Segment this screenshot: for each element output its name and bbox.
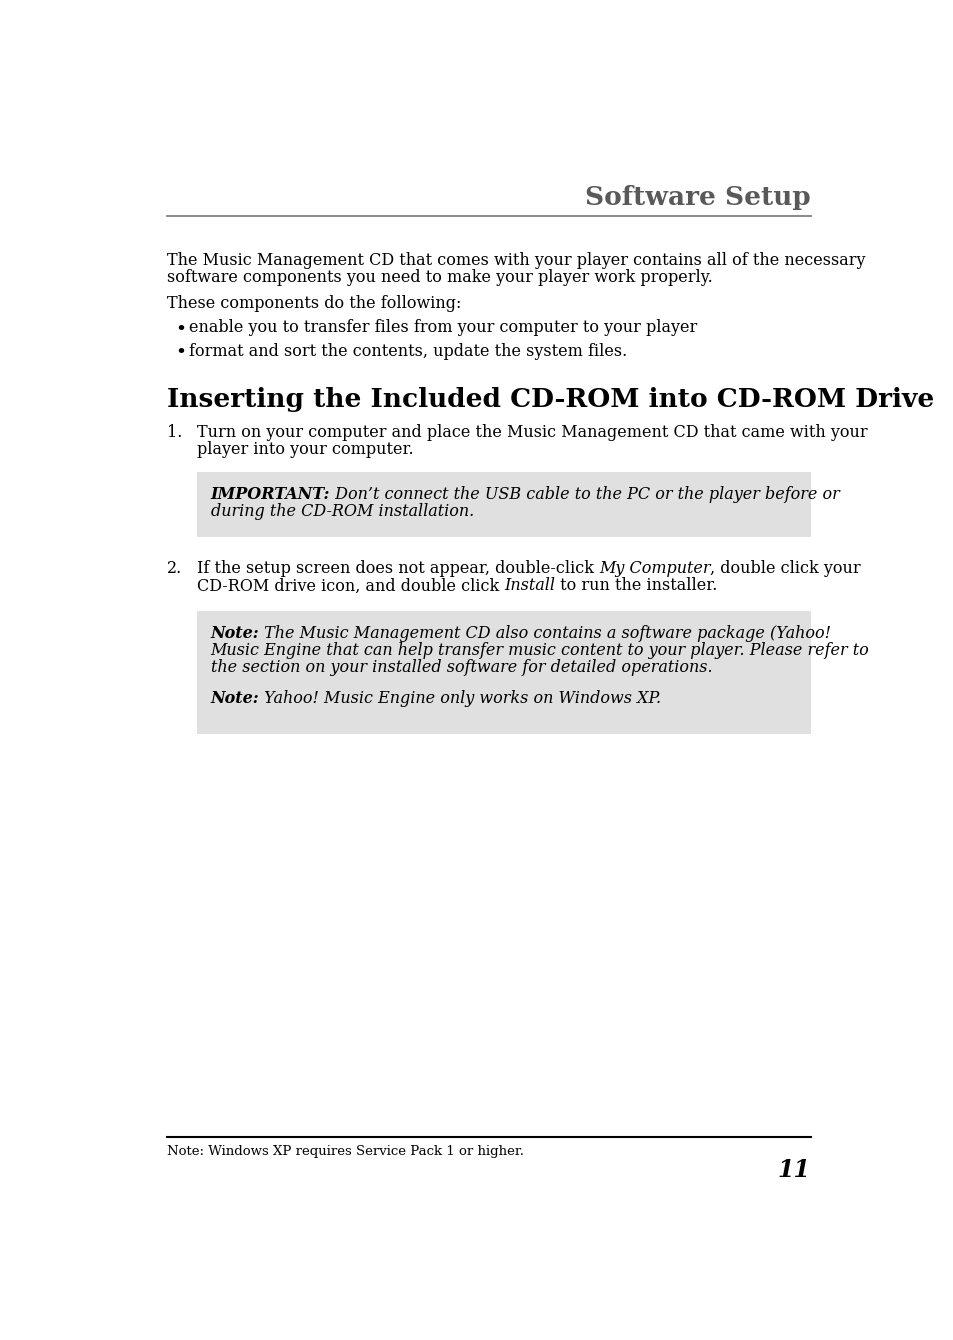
Text: IMPORTANT:: IMPORTANT: <box>211 485 330 502</box>
Text: Music Engine that can help transfer music content to your player. Please refer t: Music Engine that can help transfer musi… <box>211 642 868 659</box>
Text: , double click your: , double click your <box>710 560 861 578</box>
Text: enable you to transfer files from your computer to your player: enable you to transfer files from your c… <box>189 319 697 336</box>
Text: Inserting the Included CD-ROM into CD-ROM Drive: Inserting the Included CD-ROM into CD-RO… <box>167 387 934 413</box>
Text: software components you need to make your player work properly.: software components you need to make you… <box>167 268 712 285</box>
Text: Note: Windows XP requires Service Pack 1 or higher.: Note: Windows XP requires Service Pack 1… <box>167 1144 524 1158</box>
Text: Turn on your computer and place the Music Management CD that came with your: Turn on your computer and place the Musi… <box>196 425 866 441</box>
Text: the section on your installed software for detailed operations.: the section on your installed software f… <box>211 659 712 675</box>
Text: during the CD-ROM installation.: during the CD-ROM installation. <box>211 502 474 520</box>
Text: CD-ROM drive icon, and double click: CD-ROM drive icon, and double click <box>196 578 503 595</box>
FancyBboxPatch shape <box>196 611 810 734</box>
Text: •: • <box>174 322 186 339</box>
Text: These components do the following:: These components do the following: <box>167 295 461 312</box>
Text: Software Setup: Software Setup <box>584 185 810 210</box>
Text: player into your computer.: player into your computer. <box>196 441 413 458</box>
Text: Don’t connect the USB cable to the PC or the player before or: Don’t connect the USB cable to the PC or… <box>330 485 839 502</box>
Text: format and sort the contents, update the system files.: format and sort the contents, update the… <box>189 343 626 359</box>
Text: 1.: 1. <box>167 425 182 441</box>
Text: 11: 11 <box>777 1158 810 1182</box>
Text: My Computer: My Computer <box>598 560 710 578</box>
Text: Note:: Note: <box>211 690 259 706</box>
Text: Note:: Note: <box>211 624 259 642</box>
Text: Install: Install <box>503 578 555 595</box>
Text: Yahoo! Music Engine only works on Windows XP.: Yahoo! Music Engine only works on Window… <box>259 690 660 706</box>
Text: If the setup screen does not appear, double-click: If the setup screen does not appear, dou… <box>196 560 598 578</box>
Text: The Music Management CD also contains a software package (Yahoo!: The Music Management CD also contains a … <box>259 624 830 642</box>
Text: to run the installer.: to run the installer. <box>555 578 717 595</box>
Text: 2.: 2. <box>167 560 182 578</box>
Text: The Music Management CD that comes with your player contains all of the necessar: The Music Management CD that comes with … <box>167 252 865 268</box>
Text: •: • <box>174 344 186 362</box>
FancyBboxPatch shape <box>196 472 810 537</box>
